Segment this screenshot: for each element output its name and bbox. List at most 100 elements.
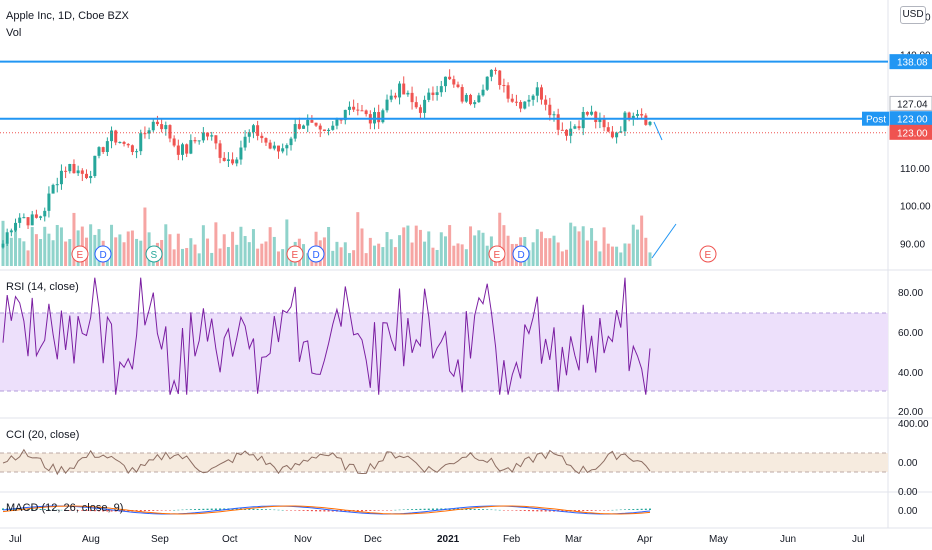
time-tick-label: Nov	[294, 534, 312, 545]
event-marker-split	[145, 245, 163, 263]
volume-bar	[226, 247, 230, 266]
candle-body	[644, 115, 648, 125]
candle-body	[364, 110, 368, 115]
candle-body	[302, 125, 306, 129]
macd-histogram-bar	[640, 508, 643, 510]
candle-body	[448, 76, 452, 80]
candle-body	[539, 87, 543, 100]
macd-histogram-bar	[27, 508, 30, 510]
volume-bar	[364, 253, 368, 266]
volume-bar	[427, 231, 431, 266]
volume-bar	[135, 238, 139, 266]
volume-bar	[172, 249, 176, 266]
macd-histogram-bar	[156, 510, 159, 511]
volume-bar	[448, 225, 452, 266]
volume-bar	[473, 235, 477, 266]
candle-body	[297, 124, 301, 129]
macd-histogram-bar	[440, 508, 443, 510]
volume-bar	[72, 212, 76, 266]
candle-body	[143, 133, 147, 135]
candle-body	[606, 127, 610, 132]
volume-bar	[47, 233, 51, 266]
event-marker-label: D	[518, 250, 525, 261]
macd-histogram-bar	[56, 509, 59, 511]
macd-histogram-bar	[578, 510, 581, 512]
volume-bar	[302, 244, 306, 266]
candle-body	[418, 107, 422, 113]
volume-bar	[452, 245, 456, 266]
macd-histogram-bar	[532, 510, 535, 512]
macd-histogram-bar	[473, 508, 476, 510]
volume-bar	[377, 243, 381, 266]
candle-body	[481, 89, 485, 96]
candle-body	[193, 140, 197, 142]
volume-bar	[498, 212, 502, 266]
macd-histogram-bar	[527, 510, 530, 512]
event-marker-label: E	[77, 250, 84, 261]
volume-bar	[43, 226, 47, 266]
symbol-title: Apple Inc, 1D, Cboe BZX	[6, 10, 129, 22]
candle-body	[110, 130, 114, 142]
macd-histogram-bar	[290, 510, 293, 511]
volume-bar	[251, 229, 255, 266]
candle-body	[76, 170, 80, 174]
volume-bar	[247, 242, 251, 266]
macd-histogram-bar	[519, 510, 522, 511]
volume-bar	[210, 252, 214, 266]
macd-histogram-bar	[202, 508, 205, 510]
volume-bar	[51, 240, 55, 266]
macd-line	[2, 505, 651, 515]
candle-body	[544, 99, 548, 105]
macd-histogram-bar	[189, 509, 192, 510]
volume-bar	[22, 241, 26, 266]
volume-bar	[59, 227, 63, 266]
candle-body	[640, 114, 644, 116]
macd-histogram-bar	[264, 509, 267, 510]
volume-bar	[122, 242, 126, 266]
currency-button[interactable]: USD	[900, 6, 926, 24]
macd-histogram-bar	[594, 510, 597, 511]
candle-body	[406, 92, 410, 95]
volume-bar	[443, 236, 447, 266]
macd-histogram-bar	[611, 509, 614, 511]
candle-body	[360, 110, 364, 112]
candle-body	[552, 114, 556, 116]
candle-body	[356, 109, 360, 111]
macd-histogram-bar	[214, 508, 217, 510]
macd-histogram-bar	[315, 510, 318, 512]
macd-histogram-bar	[72, 510, 75, 511]
macd-histogram-bar	[598, 510, 601, 511]
candle-body	[218, 143, 222, 158]
volume-bar	[539, 231, 543, 266]
macd-histogram-bar	[14, 508, 17, 510]
price-marker	[889, 95, 932, 111]
macd-histogram-bar	[298, 510, 301, 511]
volume-bar	[385, 232, 389, 266]
macd-histogram-bar	[406, 509, 409, 510]
macd-histogram-bar	[102, 510, 105, 512]
candle-body	[519, 102, 523, 109]
candle-body	[130, 145, 134, 152]
volume-bar	[594, 240, 598, 266]
volume-bar	[640, 215, 644, 266]
candle-body	[347, 106, 351, 110]
candle-body	[398, 83, 402, 98]
candle-body	[527, 99, 531, 102]
candle-body	[51, 184, 55, 194]
macd-histogram-bar	[219, 508, 222, 510]
volume-bar	[573, 226, 577, 266]
candle-body	[206, 132, 210, 137]
time-tick-label: Sep	[151, 534, 169, 545]
macd-tick-label: 0.00	[898, 506, 918, 517]
candle-body	[498, 70, 502, 86]
time-tick-label: Jul	[9, 534, 22, 545]
event-marker-label: E	[494, 250, 501, 261]
time-tick-label: Oct	[222, 534, 238, 545]
volume-bar	[477, 230, 481, 266]
macd-histogram-bar	[89, 510, 92, 512]
volume-bar	[322, 237, 326, 266]
macd-histogram-bar	[2, 508, 4, 510]
volume-bar	[610, 246, 614, 266]
candle-body	[548, 104, 552, 116]
candle-body	[473, 102, 477, 105]
